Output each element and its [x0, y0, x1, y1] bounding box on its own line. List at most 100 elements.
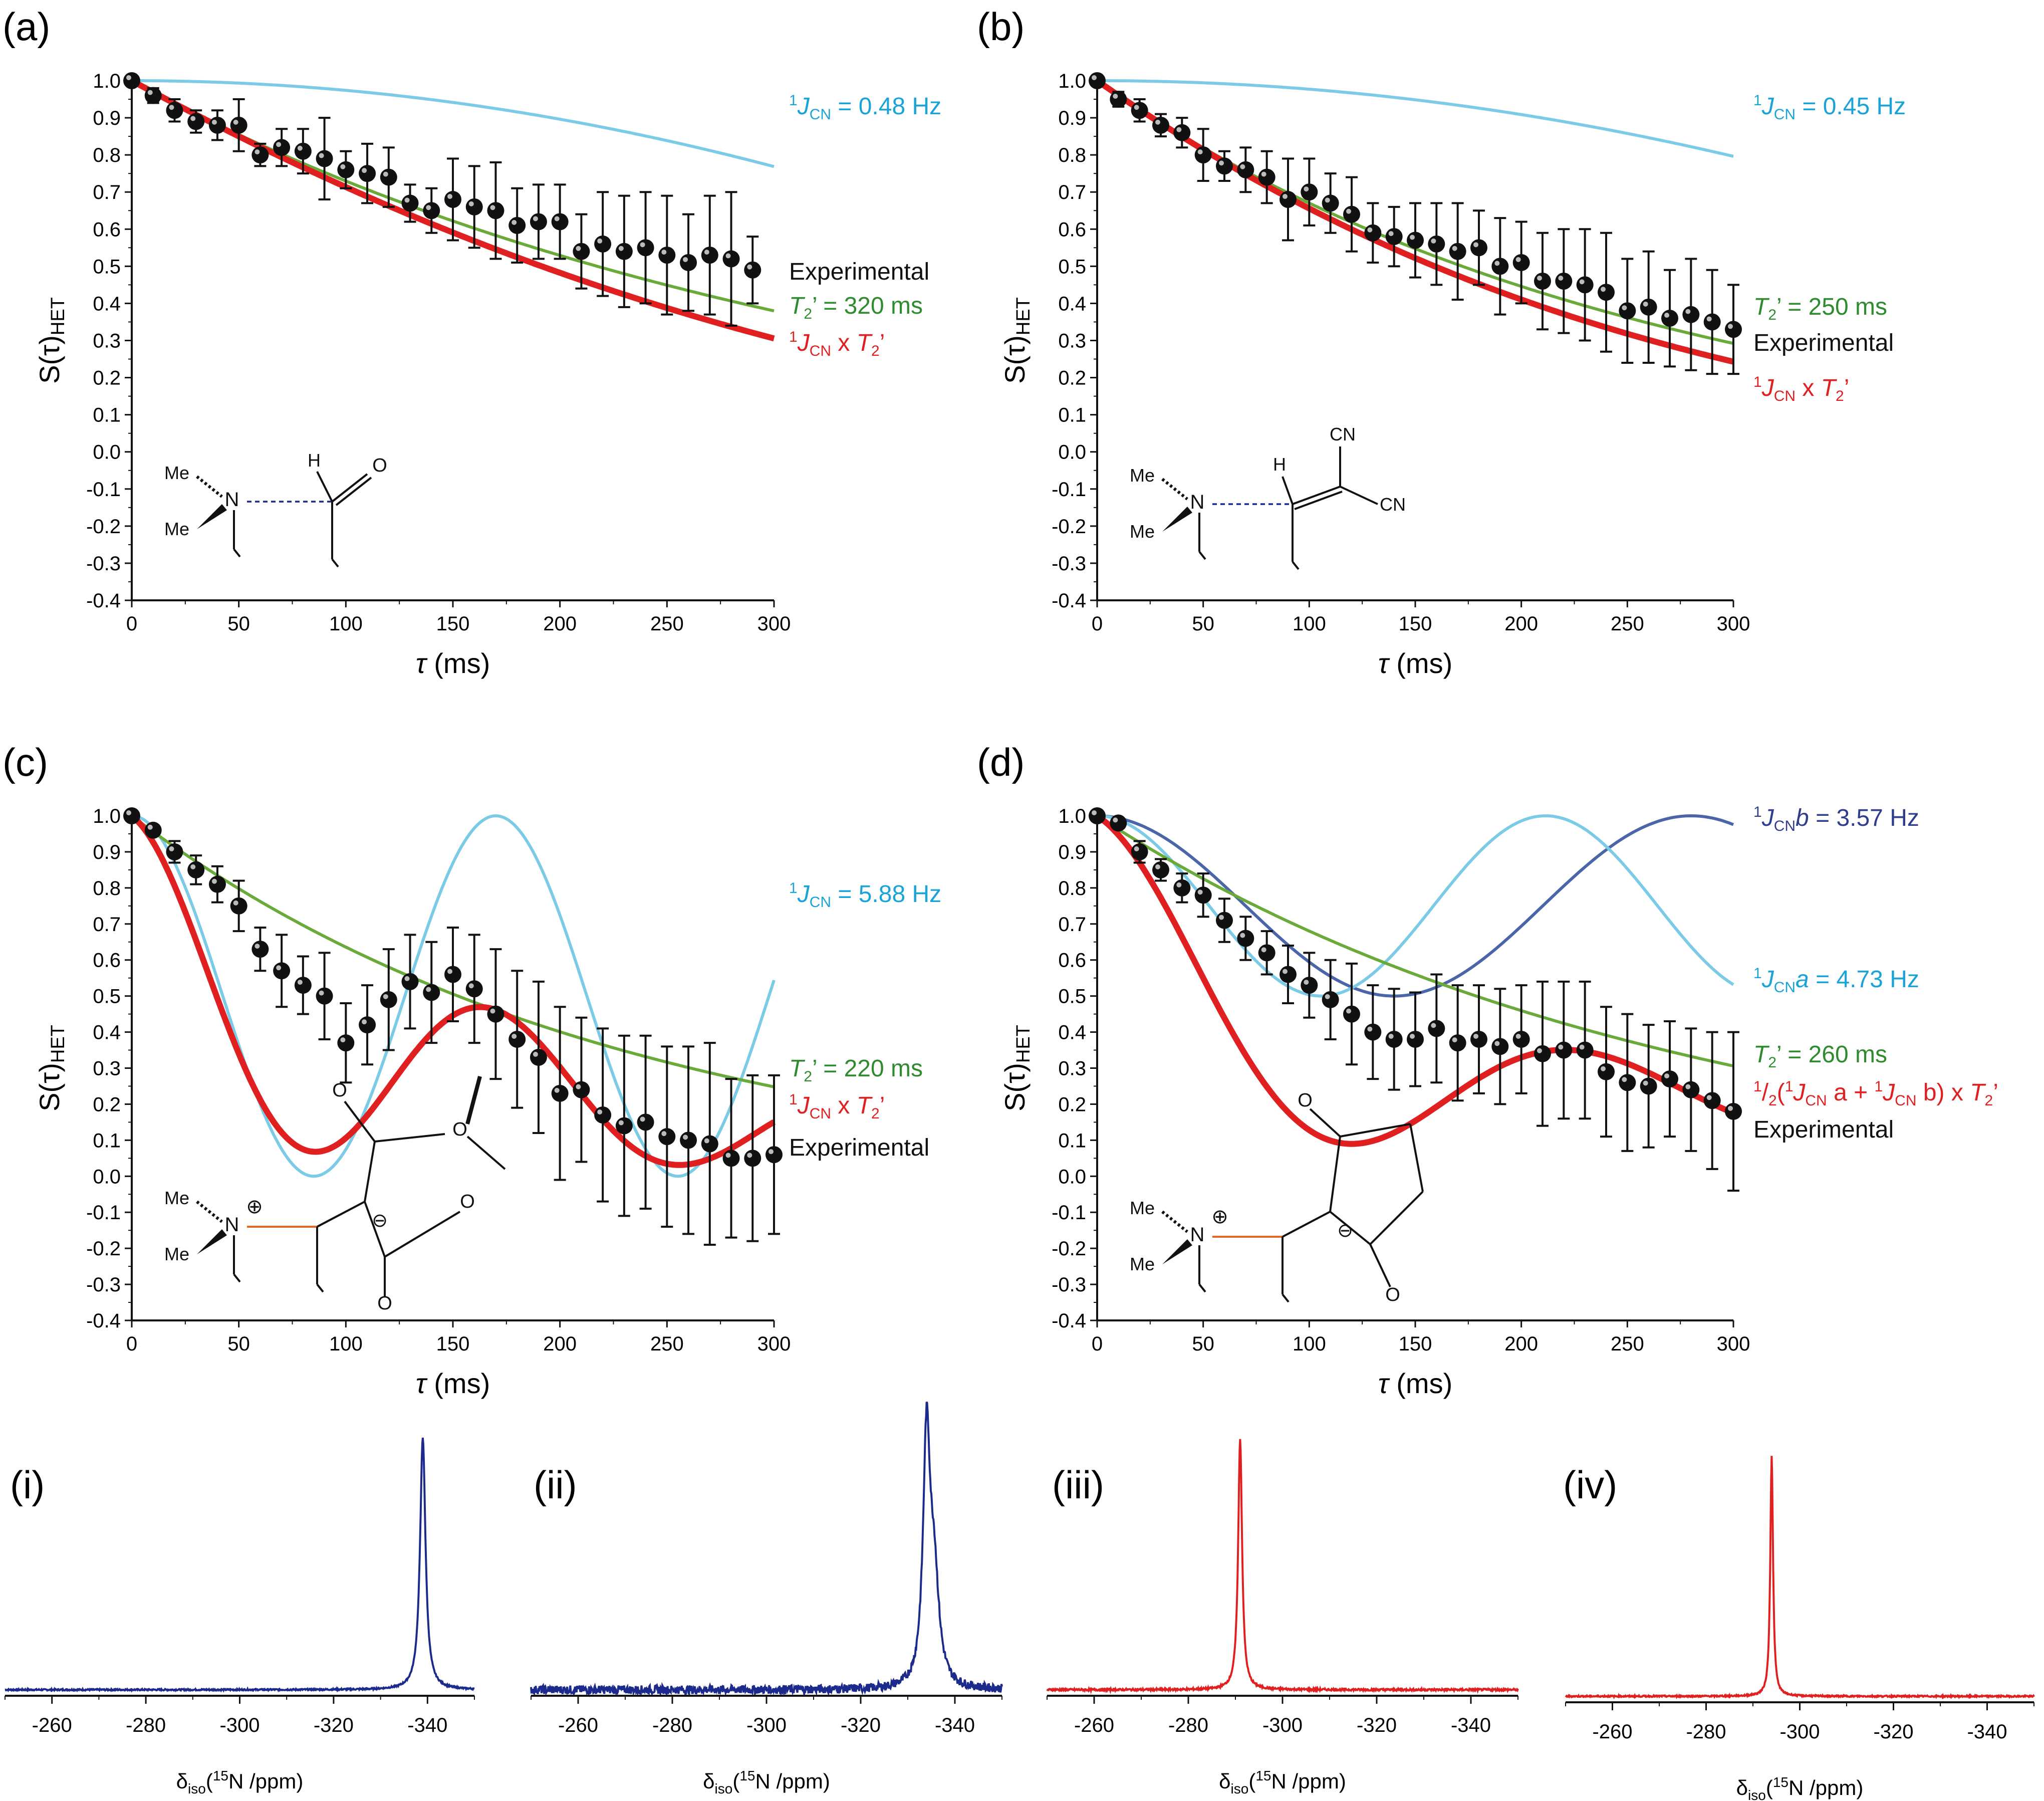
data-point-highlight [297, 980, 303, 985]
data-point [1619, 302, 1636, 320]
data-point-highlight [576, 246, 581, 251]
y-tick-label: -0.3 [86, 1274, 121, 1296]
y-tick-label: 0.0 [1058, 1166, 1086, 1188]
data-point-highlight [1176, 127, 1182, 132]
data-point [187, 113, 205, 130]
data-point-highlight [340, 1037, 346, 1043]
data-point-highlight [468, 983, 474, 989]
data-point-highlight [1113, 94, 1118, 99]
data-point-highlight [618, 246, 624, 251]
data-point [1576, 276, 1594, 294]
data-point [1598, 1063, 1615, 1080]
data-point-highlight [1579, 279, 1585, 285]
x-tick-label: 50 [227, 613, 250, 635]
squiggle [331, 558, 339, 568]
x-tick-label: -340 [935, 1714, 975, 1736]
y-tick-label: 0.3 [1058, 1058, 1086, 1080]
data-point-highlight [190, 116, 196, 121]
nitrogen-label: N [1190, 1224, 1205, 1246]
y-tick-label: -0.4 [1052, 1310, 1086, 1332]
x-tick-label: 200 [543, 1333, 577, 1355]
x-tick-label: 150 [1399, 1333, 1432, 1355]
data-point [187, 861, 205, 878]
data-point-highlight [1219, 915, 1224, 920]
y-tick-label: 0.7 [1058, 914, 1086, 936]
data-point [744, 1150, 761, 1167]
data-point [1385, 228, 1403, 246]
y-tick-label: 0.8 [1058, 877, 1086, 899]
y-tick-label: 0.4 [1058, 293, 1086, 315]
data-point-highlight [490, 205, 495, 210]
spectrum-trace [1046, 1439, 1519, 1695]
panel-a: (a) 1.0 0.9 0.8 0.7 0.6 0.5 0.4 0.3 0.2 0.1 0.0 -0.1… [3, 5, 941, 679]
fit-curve-J [1097, 814, 1734, 998]
y-tick-label: 1.0 [93, 805, 121, 827]
data-point-highlight [769, 1149, 774, 1155]
data-point-highlight [1367, 227, 1373, 233]
wedge-bond [1162, 507, 1192, 532]
data-point-highlight [1283, 194, 1288, 199]
hydrogen-label: H [1273, 454, 1286, 475]
data-point [1194, 146, 1212, 164]
y-tick-label: 0.6 [1058, 218, 1086, 241]
y-tick-label: 0.7 [93, 914, 121, 936]
wedge-bond [197, 1229, 227, 1254]
data-point-highlight [1134, 105, 1139, 110]
data-point [487, 202, 504, 219]
data-point [530, 1048, 547, 1066]
panel-b: (b) 1.0 0.9 0.8 0.7 0.6 0.5 0.4 0.3 0.2 0.1 0.0 -0.1… [977, 5, 1906, 679]
data-point [294, 142, 312, 160]
data-point [722, 1150, 740, 1167]
data-point [1152, 861, 1169, 878]
data-point [1682, 1081, 1700, 1098]
fit-curve-J [132, 79, 775, 168]
data-point [1385, 1030, 1403, 1048]
y-tick-label: 0.6 [1058, 950, 1086, 972]
data-point [594, 1106, 612, 1124]
x-axis-title: δiso(15N /ppm) [1736, 1774, 1864, 1801]
y-tick-label: 1.0 [1058, 805, 1086, 827]
bond [1282, 476, 1294, 505]
x-tick-label: -300 [1262, 1714, 1303, 1736]
data-point [1110, 814, 1127, 832]
data-point-highlight [597, 1109, 603, 1115]
spectrum-ii: (ii) -260 -280 -300 -320 -340 δiso(15N /ppm) [530, 1401, 1003, 1796]
oxygen-label: O [1298, 1090, 1313, 1111]
bond [335, 477, 372, 506]
bond [331, 473, 368, 503]
y-axis-title: S(τ)HET [34, 297, 69, 384]
y-tick-label: 1.0 [1058, 70, 1086, 92]
data-point [1237, 930, 1254, 947]
bond [1409, 1123, 1424, 1192]
data-point [1725, 1102, 1742, 1120]
data-point-highlight [683, 1135, 688, 1140]
nitrogen-label: N [1190, 491, 1205, 513]
data-point [1301, 977, 1318, 994]
y-tick-label: 0.8 [1058, 144, 1086, 166]
data-point-highlight [1325, 994, 1330, 999]
x-tick-label: 300 [757, 613, 791, 635]
data-point [359, 1016, 376, 1034]
data-point-highlight [1494, 261, 1500, 266]
bond [1340, 1123, 1411, 1138]
annotation: Experimental [789, 259, 929, 285]
data-point-highlight [1558, 275, 1564, 281]
data-point-highlight [1388, 231, 1394, 237]
methyl-label: Me [1130, 1198, 1155, 1218]
y-tick-label: 0.3 [1058, 330, 1086, 352]
data-point [722, 250, 740, 268]
data-point [551, 213, 569, 231]
data-point-highlight [1494, 1041, 1500, 1046]
spectrum-iv: (iv) -260 -280 -300 -320 -340 δiso(15N /ppm) [1563, 1456, 2035, 1801]
oxygen-label: O [1385, 1284, 1400, 1305]
data-point-highlight [512, 219, 517, 225]
data-point [208, 875, 226, 893]
data-point-highlight [1452, 246, 1457, 251]
data-point [1682, 306, 1700, 323]
y-tick-label: 0.9 [93, 107, 121, 129]
data-point-highlight [383, 994, 388, 999]
data-point [1491, 1038, 1509, 1055]
x-tick-label: -300 [1779, 1721, 1820, 1743]
y-tick-label: 0.7 [93, 181, 121, 203]
charge-plus: ⊕ [1211, 1206, 1228, 1228]
